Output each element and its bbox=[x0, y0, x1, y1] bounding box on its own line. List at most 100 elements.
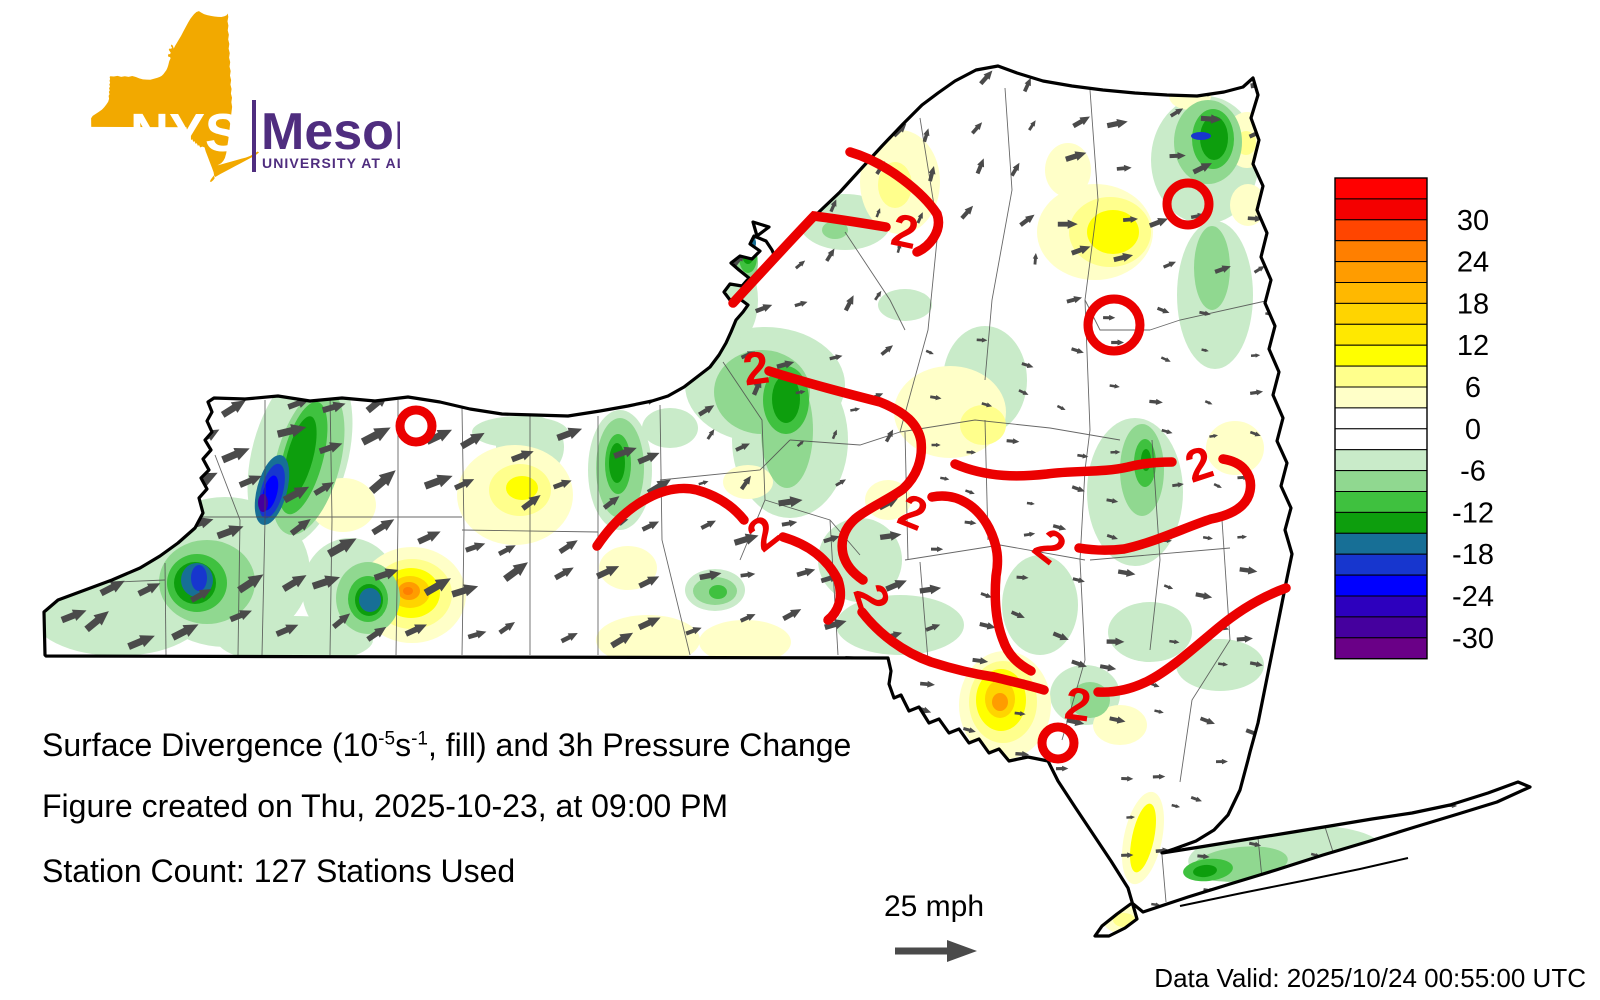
colorbar-cell bbox=[1334, 219, 1428, 242]
wind-arrow-icon bbox=[1204, 400, 1213, 405]
wind-arrow-icon bbox=[981, 402, 993, 408]
wind-arrow-icon bbox=[740, 351, 756, 360]
colorbar-tick-label: 6 bbox=[1465, 372, 1481, 404]
colorbar-cell bbox=[1334, 637, 1428, 660]
wind-arrow-icon bbox=[1113, 253, 1134, 263]
colorbar-cell bbox=[1334, 428, 1428, 451]
wind-arrow-icon bbox=[321, 401, 346, 414]
colorbar-cell bbox=[1334, 574, 1428, 597]
wind-arrow-icon bbox=[971, 122, 983, 135]
colorbar-cell bbox=[1334, 177, 1428, 200]
wind-arrow-icon bbox=[1018, 389, 1029, 395]
colorbar-cell bbox=[1334, 323, 1428, 346]
pressure-contours-layer bbox=[395, 147, 1291, 764]
wind-arrow-icon bbox=[134, 537, 157, 548]
galloo-island bbox=[751, 220, 771, 238]
wind-arrow-icon bbox=[896, 243, 902, 254]
pressure-contour-ring bbox=[1162, 178, 1214, 230]
wind-arrow-icon bbox=[556, 427, 583, 442]
wind-arrow-icon bbox=[1111, 339, 1125, 346]
colorbar-tick-label: 18 bbox=[1457, 288, 1489, 320]
wind-arrow-icon bbox=[823, 535, 840, 544]
wind-arrow-icon bbox=[1070, 245, 1091, 256]
wind-arrow-icon bbox=[423, 578, 451, 597]
wind-arrow-icon bbox=[1122, 216, 1138, 223]
wind-arrow-icon bbox=[423, 474, 453, 490]
wind-arrow-icon bbox=[1071, 74, 1086, 82]
wind-arrow-icon bbox=[1156, 306, 1170, 314]
wind-arrow-icon bbox=[547, 399, 570, 411]
wind-arrow-icon bbox=[1117, 569, 1136, 577]
wind-arrow-icon bbox=[825, 248, 835, 262]
wind-arrow-icon bbox=[1517, 816, 1528, 822]
station-count-text: Station Count: 127 Stations Used bbox=[42, 853, 516, 889]
wind-arrow-icon bbox=[459, 432, 485, 450]
wind-arrow-icon bbox=[1284, 401, 1297, 407]
wind-arrow-icon bbox=[1149, 398, 1163, 406]
wind-arrow-icon bbox=[1249, 430, 1261, 437]
wind-arrow-icon bbox=[102, 431, 125, 443]
wind-arrow-icon bbox=[880, 345, 894, 356]
wind-arrow-icon bbox=[149, 400, 168, 415]
wind-arrow-icon bbox=[1055, 765, 1069, 772]
pressure-contour bbox=[764, 366, 927, 585]
wind-arrow-icon bbox=[595, 566, 620, 580]
wind-arrow-icon bbox=[1469, 814, 1479, 819]
wind-arrow-icon bbox=[558, 540, 578, 555]
barrier-island-line bbox=[1179, 857, 1409, 907]
wind-arrow-icon bbox=[752, 172, 765, 185]
wind-arrow-icon bbox=[368, 470, 396, 494]
wind-arrow-icon bbox=[1057, 219, 1078, 229]
wind-arrow-icon bbox=[554, 567, 574, 581]
wind-arrow-icon bbox=[1467, 857, 1481, 864]
colorbar-tick-label: -18 bbox=[1452, 539, 1494, 571]
wind-arrow-icon bbox=[739, 614, 756, 623]
wind-arrow-icon bbox=[1113, 888, 1123, 893]
wind-arrow-icon bbox=[465, 542, 486, 553]
wind-arrow-icon bbox=[311, 575, 340, 590]
wind-arrow-icon bbox=[1190, 796, 1202, 802]
wind-arrow-icon bbox=[1169, 152, 1186, 160]
wind-arrow-icon bbox=[1126, 815, 1136, 820]
wind-arrow-icon bbox=[1116, 164, 1132, 172]
wind-arrow-icon bbox=[1023, 531, 1036, 537]
wind-arrow-icon bbox=[1237, 534, 1248, 540]
wind-arrow-icon bbox=[979, 622, 996, 630]
wind-arrow-icon bbox=[733, 533, 759, 546]
wind-arrow-icon bbox=[1335, 814, 1347, 820]
pressure-contour bbox=[592, 483, 749, 551]
wind-arrow-icon bbox=[796, 568, 816, 578]
colorbar-cell bbox=[1334, 302, 1428, 325]
wind-arrow-icon bbox=[1056, 404, 1066, 410]
wind-arrow-icon bbox=[1109, 716, 1126, 724]
wind-arrow-icon bbox=[1066, 296, 1083, 304]
wind-arrow-icon bbox=[850, 407, 861, 412]
wind-arrow-icon bbox=[1200, 114, 1222, 124]
wind-arrow-icon bbox=[1429, 905, 1440, 910]
wind-arrow-icon bbox=[404, 624, 427, 637]
wind-arrow-icon bbox=[966, 450, 977, 455]
pressure-contour bbox=[728, 210, 891, 308]
wind-arrow-icon bbox=[972, 657, 989, 665]
wind-arrow-icon bbox=[1010, 610, 1025, 619]
wind-arrow-icon bbox=[739, 475, 751, 491]
colorbar-cell bbox=[1334, 365, 1428, 388]
wind-arrow-icon bbox=[1121, 775, 1134, 782]
wind-arrow-icon bbox=[44, 392, 70, 408]
wind-arrow-icon bbox=[1066, 717, 1085, 726]
data-valid-text: Data Valid: 2025/10/24 00:55:00 UTC bbox=[1154, 963, 1586, 993]
wind-arrow-icon bbox=[1209, 433, 1219, 438]
wind-arrow-icon bbox=[503, 397, 526, 411]
wind-arrow-icon bbox=[1214, 265, 1231, 274]
wind-arrow-icon bbox=[1026, 501, 1035, 506]
wind-arrow-icon bbox=[916, 796, 929, 804]
wind-arrow-icon bbox=[84, 611, 109, 633]
wind-arrow-icon bbox=[602, 496, 620, 510]
wind-arrow-icon bbox=[521, 495, 541, 511]
wind-arrow-icon bbox=[1015, 802, 1029, 809]
wind-arrow-icon bbox=[1248, 841, 1262, 848]
wind-arrow-icon bbox=[1154, 709, 1164, 714]
colorbar-tick-labels: 30 24 18 12 6 0 -6 -12 -18 -24 -30 bbox=[1452, 205, 1494, 655]
wind-arrow-icon bbox=[137, 583, 161, 597]
logo-mesonet-text: Mesonet bbox=[261, 103, 400, 161]
